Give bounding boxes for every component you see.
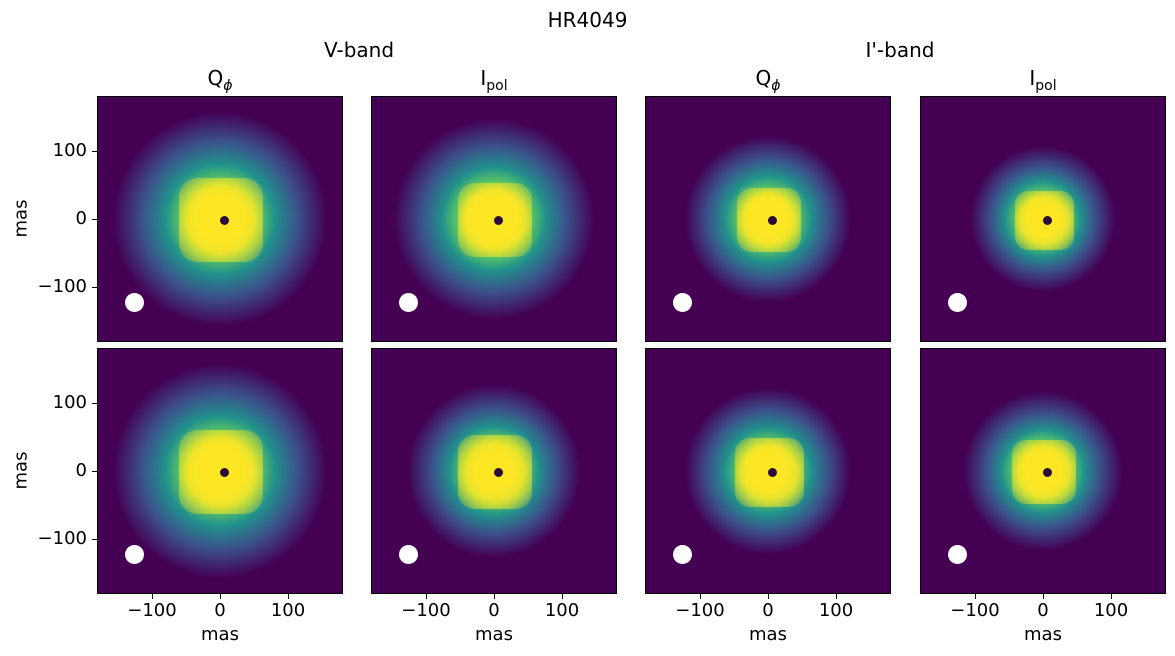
y-tick-label: −100	[37, 528, 87, 549]
panel-title-col3: Qϕ	[755, 66, 781, 94]
x-tick-mark	[494, 594, 495, 599]
figure-title: HR4049	[547, 8, 628, 32]
central-residual	[1043, 216, 1052, 225]
y-tick-mark	[92, 219, 97, 220]
image-panel-r2-c1	[97, 348, 343, 594]
y-tick-mark	[92, 151, 97, 152]
central-residual	[768, 216, 777, 225]
x-axis-label: mas	[475, 624, 513, 645]
image-panel-r1-c2	[371, 96, 617, 342]
group-title-v-band: V-band	[323, 38, 395, 62]
central-residual	[220, 468, 229, 477]
central-residual	[494, 468, 503, 477]
x-tick-mark	[1043, 594, 1044, 599]
x-axis-label: mas	[1024, 624, 1062, 645]
x-tick-mark	[562, 594, 563, 599]
y-tick-label: 0	[75, 208, 87, 229]
x-tick-label: 0	[1037, 600, 1049, 621]
x-tick-label: −100	[950, 600, 1000, 621]
image-panel-r2-c3	[645, 348, 891, 594]
central-residual	[494, 216, 503, 225]
x-tick-label: −100	[401, 600, 451, 621]
x-tick-label: 0	[214, 600, 226, 621]
panel-title-col1: Qϕ	[207, 66, 233, 94]
image-panel-r1-c4	[920, 96, 1166, 342]
x-tick-label: 100	[1093, 600, 1129, 621]
y-tick-label: 100	[52, 140, 87, 161]
image-panel-r1-c1	[97, 96, 343, 342]
x-tick-label: −100	[675, 600, 725, 621]
x-tick-label: 100	[544, 600, 580, 621]
x-tick-mark	[836, 594, 837, 599]
beam-marker	[399, 545, 418, 564]
y-tick-mark	[92, 471, 97, 472]
x-tick-label: 100	[270, 600, 306, 621]
beam-marker	[948, 545, 967, 564]
y-tick-mark	[92, 287, 97, 288]
x-tick-mark	[220, 594, 221, 599]
beam-marker	[125, 545, 144, 564]
panel-title-col2: Ipol	[480, 66, 508, 94]
x-tick-mark	[288, 594, 289, 599]
y-tick-label: 100	[52, 392, 87, 413]
y-axis-label: mas	[10, 451, 32, 490]
central-residual	[1043, 468, 1052, 477]
x-tick-label: −100	[127, 600, 177, 621]
y-tick-mark	[92, 539, 97, 540]
beam-marker	[125, 293, 144, 312]
y-tick-mark	[92, 403, 97, 404]
x-tick-mark	[768, 594, 769, 599]
image-panel-r2-c4	[920, 348, 1166, 594]
x-tick-mark	[426, 594, 427, 599]
x-axis-label: mas	[749, 624, 787, 645]
beam-marker	[673, 293, 692, 312]
beam-marker	[399, 293, 418, 312]
x-tick-mark	[700, 594, 701, 599]
y-tick-label: −100	[37, 276, 87, 297]
x-tick-label: 0	[488, 600, 500, 621]
x-axis-label: mas	[201, 624, 239, 645]
group-title-i-band: I'-band	[865, 38, 935, 62]
y-tick-label: 0	[75, 460, 87, 481]
x-tick-mark	[975, 594, 976, 599]
beam-marker	[673, 545, 692, 564]
x-tick-label: 0	[762, 600, 774, 621]
y-axis-label: mas	[10, 199, 32, 238]
image-panel-r1-c3	[645, 96, 891, 342]
x-tick-mark	[152, 594, 153, 599]
beam-marker	[948, 293, 967, 312]
panel-title-col4: Ipol	[1029, 66, 1057, 94]
central-residual	[768, 468, 777, 477]
x-tick-mark	[1111, 594, 1112, 599]
x-tick-label: 100	[818, 600, 854, 621]
central-residual	[220, 216, 229, 225]
image-panel-r2-c2	[371, 348, 617, 594]
